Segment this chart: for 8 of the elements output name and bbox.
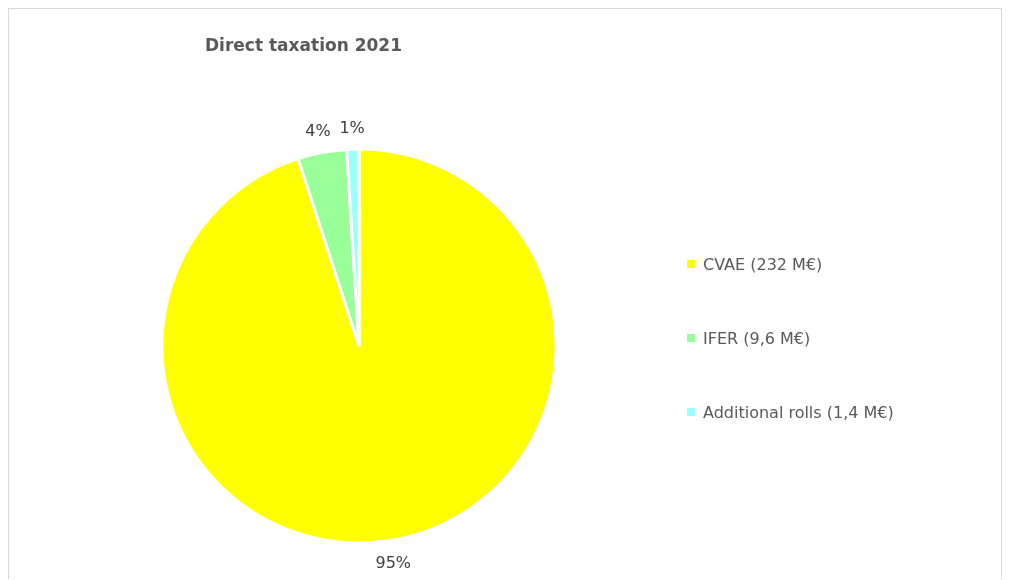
pie-slice	[160, 147, 558, 545]
chart-title: Direct taxation 2021	[205, 35, 402, 55]
legend-label: Additional rolls (1,4 M€)	[703, 402, 894, 422]
data-label: 1%	[339, 117, 365, 137]
legend-label: IFER (9,6 M€)	[703, 328, 811, 348]
legend-label: CVAE (232 M€)	[703, 254, 823, 274]
data-label: 4%	[305, 121, 331, 141]
data-label: 95%	[375, 552, 412, 572]
